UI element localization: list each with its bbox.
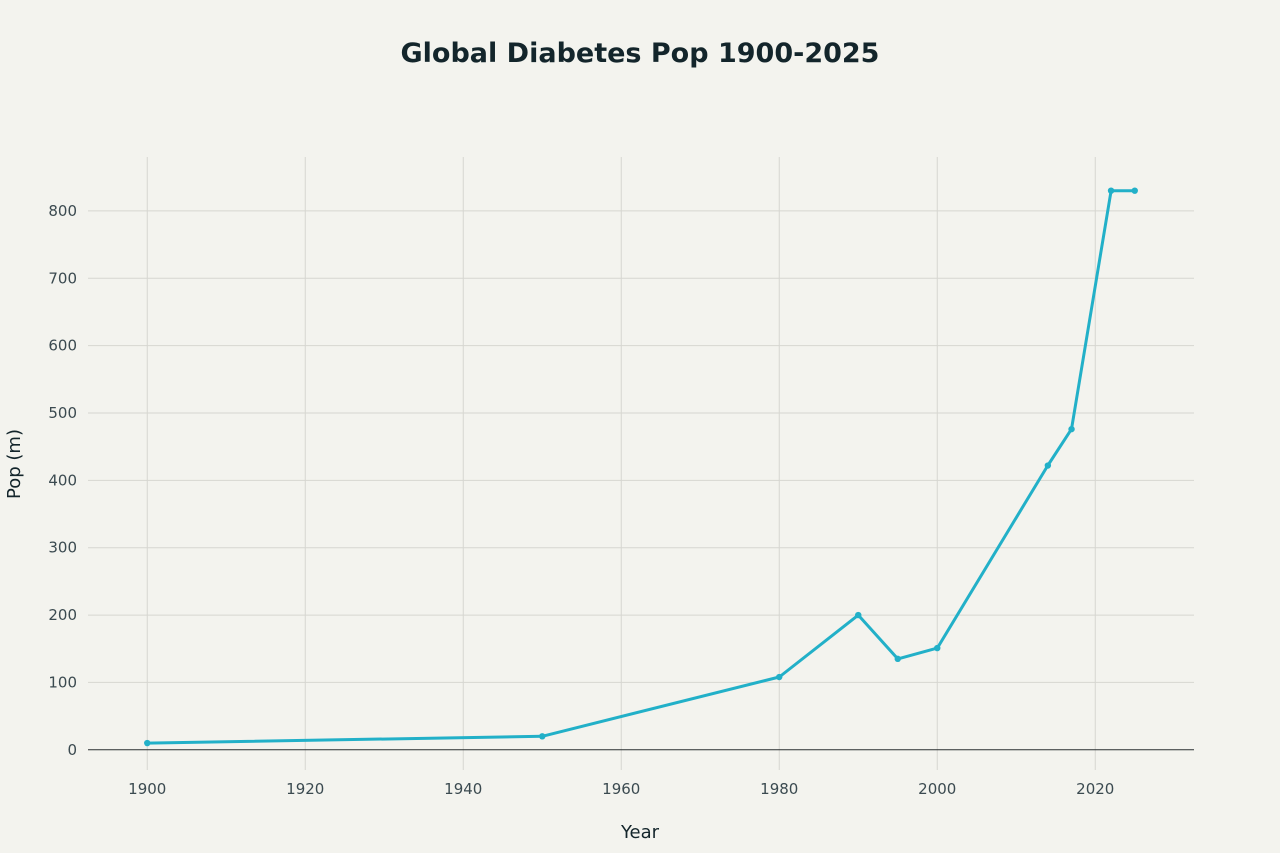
- y-tick-label-100: 100: [48, 673, 77, 691]
- data-point-1995: [894, 655, 901, 663]
- series-layer: [144, 187, 1138, 747]
- x-tick-label-2020: 2020: [1076, 780, 1114, 798]
- x-tick-label-1900: 1900: [128, 780, 166, 798]
- y-tick-label-300: 300: [48, 539, 77, 557]
- y-tick-label-600: 600: [48, 337, 77, 355]
- axes: 1900 1920 1940 1960 1980 2000 2020 0 100 200 300 40…: [48, 202, 1194, 798]
- data-point-2017: [1068, 425, 1075, 433]
- x-tick-label-2000: 2000: [918, 780, 956, 798]
- y-tick-label-800: 800: [48, 202, 77, 220]
- data-point-2000: [934, 644, 941, 652]
- data-point-1990: [855, 611, 862, 619]
- y-tick-label-700: 700: [48, 269, 77, 287]
- data-point-1950: [539, 733, 546, 740]
- y-tick-label-0: 0: [67, 741, 77, 759]
- data-point-2014: [1044, 462, 1052, 469]
- x-axis-title: Year: [620, 822, 660, 843]
- x-tick-label-1920: 1920: [286, 780, 324, 798]
- grid: [88, 157, 1194, 770]
- data-point-1900: [144, 739, 151, 747]
- series-line-0: [145, 189, 1137, 745]
- data-point-1980: [776, 673, 783, 681]
- x-tick-label-1940: 1940: [444, 780, 482, 798]
- y-axis-title: Pop (m): [4, 429, 25, 499]
- x-tick-label-1960: 1960: [602, 780, 640, 798]
- x-tick-label-1980: 1980: [760, 780, 798, 798]
- chart-title: Global Diabetes Pop 1900-2025: [401, 38, 880, 69]
- data-point-2022: [1107, 187, 1115, 194]
- data-point-2025: [1131, 187, 1138, 194]
- y-tick-label-200: 200: [48, 606, 77, 624]
- y-tick-label-400: 400: [48, 471, 77, 489]
- y-tick-label-500: 500: [48, 404, 77, 422]
